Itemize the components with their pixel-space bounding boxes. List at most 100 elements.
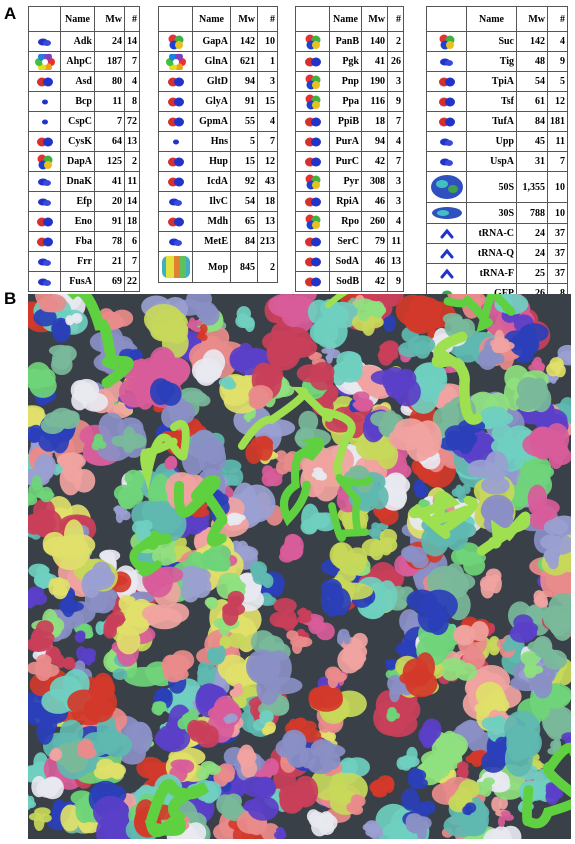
ribbon-strand xyxy=(431,331,483,425)
molecule-blob-red-blue-icon xyxy=(158,211,193,232)
molecule-blob-red-blue-icon xyxy=(28,211,61,232)
table-header-row: Name Mw # xyxy=(158,6,278,32)
molecule-blob-red-blue-icon xyxy=(158,71,193,92)
molecule-blob xyxy=(241,776,279,821)
table-row: Frr 21 7 xyxy=(28,251,140,272)
table-row: Adk 24 14 xyxy=(28,31,140,52)
copy-count: 18 xyxy=(124,211,140,232)
protein-name: MetE xyxy=(192,231,231,252)
header-mw: Mw xyxy=(516,6,548,32)
ribbon-strand xyxy=(129,530,172,577)
ribbon-strand xyxy=(237,386,356,475)
protein-name: Frr xyxy=(60,251,95,272)
copy-count: 7 xyxy=(387,111,404,132)
molecular-weight: 42 xyxy=(361,151,388,172)
molecule-blob-blue-icon xyxy=(426,51,467,72)
copy-count: 4 xyxy=(257,111,278,132)
molecule-blob xyxy=(546,357,566,378)
molecule-blob xyxy=(456,761,469,779)
molecule-blob xyxy=(229,342,272,376)
protein-name: Upp xyxy=(466,131,517,152)
molecule-blob xyxy=(40,407,81,434)
molecule-blob-blue-icon xyxy=(28,31,61,52)
molecule-blob xyxy=(515,377,552,413)
molecule-blob xyxy=(286,630,313,654)
molecule-blob xyxy=(441,658,477,681)
copy-count: 4 xyxy=(387,131,404,152)
protein-name: Ppa xyxy=(329,91,362,112)
molecule-blob xyxy=(527,635,568,670)
molecule-blob xyxy=(483,825,522,839)
table-row: Mdh 65 13 xyxy=(158,211,278,232)
molecule-cluster-multicolor-icon xyxy=(295,31,330,52)
table-row: DapA 125 2 xyxy=(28,151,140,172)
cytoplasm-rendering xyxy=(28,294,571,839)
table-row: Asd 80 4 xyxy=(28,71,140,92)
ribbon-strand xyxy=(328,473,374,542)
molecular-weight: 25 xyxy=(516,263,548,284)
header-name: Name xyxy=(60,6,95,32)
molecule-blob-red-blue-icon xyxy=(28,71,61,92)
molecular-weight: 7 xyxy=(94,111,125,132)
molecule-layer xyxy=(28,294,571,839)
molecular-weight: 11 xyxy=(94,91,125,112)
table-row: Suc 142 4 xyxy=(426,31,568,52)
copy-count: 4 xyxy=(387,211,404,232)
header-mw: Mw xyxy=(230,6,258,32)
molecule-ribosome-large-icon xyxy=(426,171,467,203)
copy-count: 4 xyxy=(547,31,568,52)
header-count: # xyxy=(547,6,568,32)
copy-count: 5 xyxy=(547,71,568,92)
molecule-blob xyxy=(261,721,276,736)
molecule-blob xyxy=(70,378,109,412)
copy-count: 6 xyxy=(124,231,140,252)
molecule-blob xyxy=(253,710,274,731)
molecule-blob xyxy=(386,707,401,722)
copy-count: 3 xyxy=(387,191,404,212)
protein-name: SerC xyxy=(329,231,362,252)
molecule-cluster-multicolor-icon xyxy=(295,211,330,232)
table-row: GltD 94 3 xyxy=(158,71,278,92)
molecule-blob xyxy=(33,308,71,343)
header-name: Name xyxy=(192,6,231,32)
copy-count: 13 xyxy=(387,251,404,272)
molecular-weight: 142 xyxy=(516,31,548,52)
molecular-weight: 91 xyxy=(94,211,125,232)
molecule-cluster-multicolor-icon xyxy=(295,171,330,192)
molecule-blob xyxy=(28,475,55,503)
ribbon-strand xyxy=(144,778,210,838)
table-row: MetE 84 213 xyxy=(158,231,278,252)
table-header-row: Name Mw # xyxy=(28,6,140,32)
table-row: SodB 42 9 xyxy=(295,271,404,292)
table-row: Pnp 190 3 xyxy=(295,71,404,92)
molecule-blob xyxy=(453,621,489,646)
ribbon-strand xyxy=(279,437,325,527)
table-row: SodA 46 13 xyxy=(295,251,404,272)
protein-name: Bcp xyxy=(60,91,95,112)
molecular-weight: 845 xyxy=(230,251,258,283)
protein-name: Fba xyxy=(60,231,95,252)
molecular-weight: 84 xyxy=(230,231,258,252)
molecule-blob xyxy=(218,376,237,390)
table-row: Tig 48 9 xyxy=(426,51,568,72)
molecule-blob xyxy=(65,313,83,326)
protein-name: SodB xyxy=(329,271,362,292)
molecule-blob xyxy=(28,586,48,609)
molecule-blob-red-blue-icon xyxy=(295,191,330,212)
molecule-blob-red-blue-icon xyxy=(426,91,467,112)
protein-name: tRNA-Q xyxy=(466,243,517,264)
molecular-weight: 78 xyxy=(94,231,125,252)
protein-name: Tig xyxy=(466,51,517,72)
molecule-blob xyxy=(306,809,338,837)
molecule-blob xyxy=(91,433,107,451)
molecule-blob xyxy=(113,505,131,524)
molecular-weight: 1,355 xyxy=(516,171,548,203)
molecule-blob xyxy=(330,351,363,386)
molecular-weight: 142 xyxy=(230,31,258,52)
molecule-ring-multicolor-icon xyxy=(28,51,61,72)
molecule-blob xyxy=(28,453,57,487)
table-row: Rpo 260 4 xyxy=(295,211,404,232)
molecule-blob xyxy=(399,652,438,698)
copy-count: 2 xyxy=(387,31,404,52)
molecule-blob xyxy=(274,826,287,839)
